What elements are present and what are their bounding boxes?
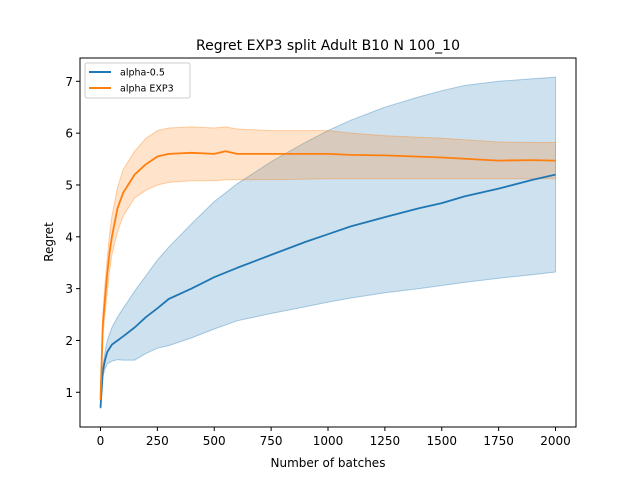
x-tick-label: 250 <box>146 434 169 448</box>
x-tick-label: 0 <box>97 434 105 448</box>
confidence-band-alpha-exp3 <box>100 126 556 403</box>
chart-title: Regret EXP3 split Adult B10 N 100_10 <box>196 38 460 54</box>
y-tick-label: 1 <box>65 386 73 400</box>
legend-label-alpha-0-5: alpha-0.5 <box>120 68 165 79</box>
x-tick-label: 2000 <box>540 434 571 448</box>
x-tick-label: 500 <box>203 434 226 448</box>
y-tick-label: 2 <box>65 334 73 348</box>
legend-label-alpha-exp3: alpha EXP3 <box>120 84 174 95</box>
confidence-band-alpha-0-5 <box>100 76 556 409</box>
y-tick-label: 7 <box>65 75 73 89</box>
y-tick-label: 4 <box>65 230 73 244</box>
x-tick-label: 1250 <box>370 434 401 448</box>
y-tick-label: 5 <box>65 178 73 192</box>
x-tick-label: 750 <box>260 434 283 448</box>
legend-box <box>84 62 191 99</box>
x-tick-label: 1000 <box>313 434 344 448</box>
y-tick-label: 6 <box>65 127 73 141</box>
legend: alpha-0.5 alpha EXP3 <box>84 62 191 99</box>
x-tick-label: 1500 <box>426 434 457 448</box>
y-axis-ticks: 1 2 3 4 5 6 7 <box>65 75 80 400</box>
series-line-alpha-exp3 <box>99 150 556 401</box>
plot-area <box>99 76 556 409</box>
x-axis-label: Number of batches <box>271 456 386 470</box>
y-tick-label: 3 <box>65 282 73 296</box>
y-axis-label: Regret <box>42 222 56 262</box>
series-line-alpha-0-5 <box>99 173 556 408</box>
x-tick-label: 1750 <box>483 434 514 448</box>
x-axis-ticks: 0 250 500 750 1000 1250 1500 1750 2000 <box>97 427 571 448</box>
